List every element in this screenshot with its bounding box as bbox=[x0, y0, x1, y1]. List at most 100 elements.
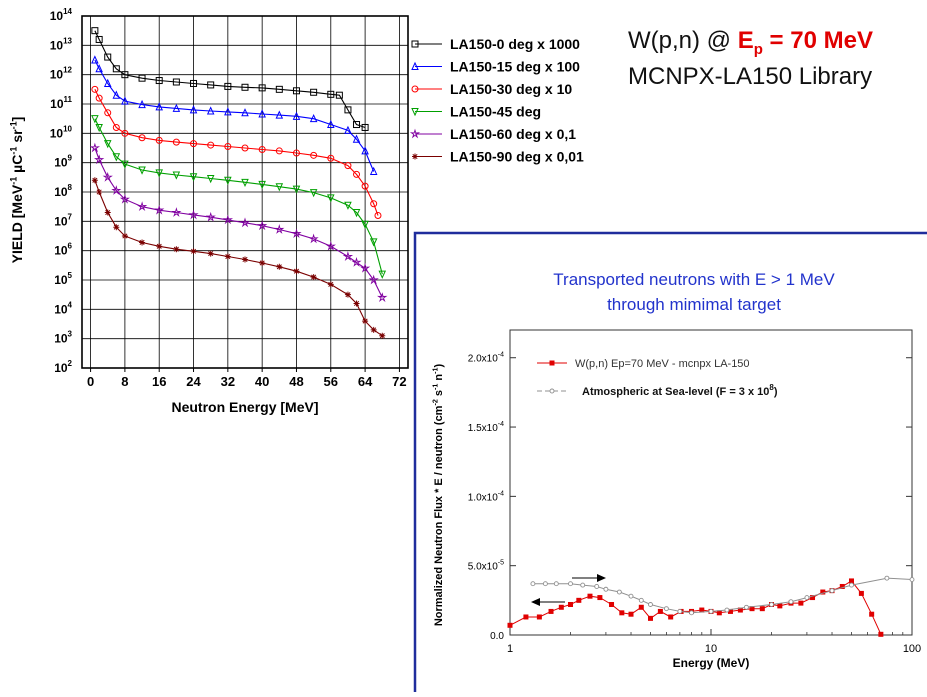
yield-chart: 0 8 16 24 32 40 48 56 64 721021031041051061071081… bbox=[8, 7, 584, 415]
yield-series-line bbox=[94, 89, 379, 216]
header-title: W(p,n) @ Ep = 70 MeV bbox=[628, 27, 873, 58]
yield-data-point bbox=[154, 204, 165, 215]
yield-data-point bbox=[94, 154, 105, 165]
yield-data-point bbox=[342, 251, 354, 261]
yield-data-point bbox=[224, 253, 231, 260]
yield-data-point bbox=[190, 79, 198, 87]
y-tick-label: 5.0x10-5 bbox=[468, 560, 504, 573]
y-tick-label: 0.0 bbox=[490, 631, 504, 642]
legend-marker bbox=[411, 108, 419, 117]
yield-data-point bbox=[155, 169, 163, 178]
yield-data-point bbox=[344, 201, 352, 210]
y-tick-label: 1014 bbox=[50, 7, 73, 23]
yield-data-point bbox=[172, 138, 180, 146]
yield-data-point bbox=[155, 102, 163, 111]
yield-data-point bbox=[309, 189, 318, 198]
flux-data-point bbox=[530, 581, 536, 587]
label-superscript: -1 bbox=[8, 121, 18, 129]
yield-data-point bbox=[155, 77, 163, 85]
yield-data-point bbox=[189, 173, 198, 182]
flux-data-point bbox=[689, 610, 694, 616]
yield-data-point bbox=[378, 270, 387, 279]
y-tick-base: 10 bbox=[54, 244, 68, 258]
header-title-suffix: = 70 MeV bbox=[763, 27, 873, 54]
y-tick-label: 1.0x10-4 bbox=[468, 490, 504, 503]
yield-data-point bbox=[121, 233, 128, 239]
yield-data-point bbox=[104, 209, 111, 216]
yield-data-point bbox=[121, 129, 129, 137]
yield-data-point bbox=[275, 147, 283, 155]
yield-data-point bbox=[353, 300, 360, 307]
y-tick-exp: 4 bbox=[68, 300, 73, 309]
legend-label-sup: 8 bbox=[769, 383, 774, 392]
yield-data-point bbox=[353, 170, 361, 178]
flux-data-point bbox=[749, 606, 755, 612]
legend-marker bbox=[411, 40, 419, 48]
y-tick-base: 10 bbox=[54, 361, 68, 375]
yield-data-point bbox=[205, 211, 216, 222]
yield-data-point bbox=[239, 217, 251, 228]
yield-data-point bbox=[207, 81, 215, 89]
yield-data-point bbox=[293, 268, 300, 275]
y-tick-base: 10 bbox=[54, 273, 68, 287]
flux-data-point bbox=[576, 597, 582, 603]
flux-data-point bbox=[523, 614, 529, 620]
yield-data-point bbox=[104, 53, 112, 61]
yield-data-point bbox=[308, 233, 319, 244]
flux-title-line1: Transported neutrons with E > 1 MeV bbox=[553, 270, 835, 289]
flux-data-point bbox=[548, 608, 554, 614]
y-tick-mantissa: 1.5x10 bbox=[468, 423, 498, 434]
yield-data-point bbox=[351, 257, 362, 267]
y-tick-base: 10 bbox=[54, 332, 68, 346]
yield-data-point bbox=[102, 171, 113, 182]
flux-series bbox=[507, 575, 915, 637]
yield-series-1 bbox=[91, 55, 378, 175]
yield-data-point bbox=[91, 27, 99, 35]
yield-data-point bbox=[344, 106, 352, 114]
y-tick-base: 10 bbox=[54, 156, 68, 170]
yield-legend: LA150-0 deg x 1000 LA150-15 deg x 100 LA15… bbox=[409, 36, 584, 165]
yield-data-point bbox=[91, 115, 99, 124]
flux-series-0 bbox=[507, 578, 884, 637]
legend-label-part: Atmospheric at Sea-level (F = 3 x 10 bbox=[582, 386, 769, 398]
flux-data-point bbox=[788, 599, 794, 605]
y-tick-exp: 13 bbox=[63, 36, 72, 45]
y-tick-exp: -5 bbox=[498, 560, 504, 567]
yield-data-point bbox=[224, 107, 232, 116]
yield-series-line bbox=[94, 118, 383, 275]
header-title-prefix: W(p,n) @ bbox=[628, 27, 738, 54]
yield-data-point bbox=[121, 71, 129, 79]
yield-data-point bbox=[361, 123, 369, 131]
x-tick-label: 16 bbox=[152, 374, 166, 389]
yield-data-point bbox=[172, 171, 181, 180]
yield-series-4 bbox=[89, 142, 388, 303]
yield-data-point bbox=[327, 90, 335, 98]
x-tick-label: 48 bbox=[289, 374, 303, 389]
yield-data-point bbox=[241, 144, 249, 152]
yield-data-point bbox=[190, 248, 197, 255]
yield-data-point bbox=[369, 166, 378, 175]
y-tick-base: 10 bbox=[50, 68, 64, 82]
flux-data-point bbox=[759, 606, 765, 612]
flux-data-point bbox=[597, 595, 603, 601]
y-tick-exp: -4 bbox=[498, 352, 504, 359]
flux-data-point bbox=[798, 600, 804, 606]
yield-data-point bbox=[207, 250, 214, 257]
label-part: n bbox=[433, 374, 445, 384]
y-tick-label: 1012 bbox=[50, 66, 73, 82]
y-tick-exp: 2 bbox=[68, 359, 73, 368]
x-tick-label: 40 bbox=[255, 374, 269, 389]
label-part: ] bbox=[9, 117, 25, 122]
legend-label: LA150-15 deg x 100 bbox=[450, 59, 580, 75]
yield-data-point bbox=[258, 84, 266, 92]
legend-marker bbox=[549, 360, 555, 366]
flux-data-point bbox=[663, 606, 669, 612]
y-tick-mantissa: 0.0 bbox=[490, 631, 504, 642]
y-tick-base: 10 bbox=[54, 214, 68, 228]
y-tick-exp: 12 bbox=[63, 66, 72, 75]
y-tick-mantissa: 1.0x10 bbox=[468, 492, 498, 503]
arrow-right-head bbox=[597, 574, 606, 582]
yield-data-point bbox=[241, 83, 249, 91]
yield-data-point bbox=[353, 121, 361, 129]
